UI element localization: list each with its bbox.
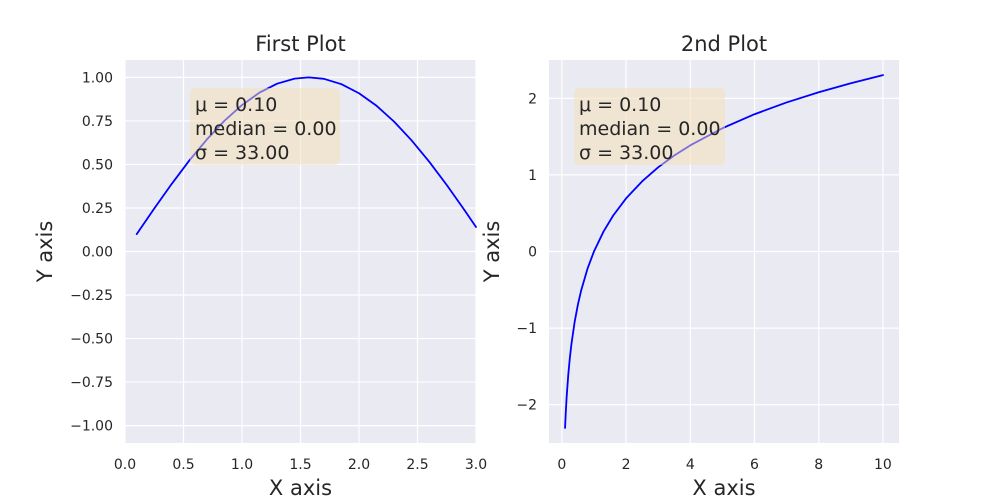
stats-line: μ = 0.10 xyxy=(579,94,661,116)
y-tick-label: 2 xyxy=(528,91,537,107)
chart-title: First Plot xyxy=(255,32,345,56)
x-tick-label: 10 xyxy=(874,457,892,473)
stats-line: median = 0.00 xyxy=(579,118,721,140)
y-axis-label: Y axis xyxy=(33,221,57,284)
stats-line: median = 0.00 xyxy=(195,118,337,140)
stats-line: σ = 33.00 xyxy=(579,142,673,164)
x-tick-label: 3.0 xyxy=(465,457,487,473)
y-tick-label: 0.25 xyxy=(82,201,113,217)
y-tick-label: 0 xyxy=(528,245,537,261)
x-tick-label: 1.5 xyxy=(289,457,311,473)
x-tick-label: 0.0 xyxy=(114,457,136,473)
x-tick-label: 6 xyxy=(750,457,759,473)
x-tick-label: 0 xyxy=(557,457,566,473)
x-tick-label: 2 xyxy=(622,457,631,473)
y-axis-label: Y axis xyxy=(480,221,504,284)
x-tick-label: 8 xyxy=(814,457,823,473)
x-tick-label: 4 xyxy=(686,457,695,473)
x-tick-label: 1.0 xyxy=(231,457,253,473)
stats-line: μ = 0.10 xyxy=(195,94,277,116)
stats-line: σ = 33.00 xyxy=(195,142,289,164)
stats-box xyxy=(190,88,340,165)
y-tick-label: −1.00 xyxy=(70,419,113,435)
y-tick-label: 0.00 xyxy=(82,245,113,261)
y-tick-label: −0.75 xyxy=(70,375,113,391)
y-tick-label: −0.50 xyxy=(70,332,113,348)
first-plot-panel: 0.0 0.5 1.0 1.5 2.0 2.5 3.0 1.00 0.75 0.50 0.25 0.0… xyxy=(33,32,487,500)
y-tick-label: 0.50 xyxy=(82,157,113,173)
y-tick-label: 1 xyxy=(528,168,537,184)
stats-box xyxy=(574,88,725,165)
chart-title: 2nd Plot xyxy=(681,32,767,56)
x-tick-label: 2.5 xyxy=(406,457,428,473)
y-tick-label: −0.25 xyxy=(70,288,113,304)
y-tick-label: 1.00 xyxy=(82,70,113,86)
x-axis-label: X axis xyxy=(692,476,755,500)
series-line xyxy=(564,74,884,429)
x-tick-label: 2.0 xyxy=(348,457,370,473)
y-tick-label: 0.75 xyxy=(82,114,113,130)
y-tick-label: −1 xyxy=(516,321,537,337)
y-tick-label: −2 xyxy=(516,398,537,414)
x-axis-label: X axis xyxy=(269,476,332,500)
x-tick-label: 0.5 xyxy=(172,457,194,473)
